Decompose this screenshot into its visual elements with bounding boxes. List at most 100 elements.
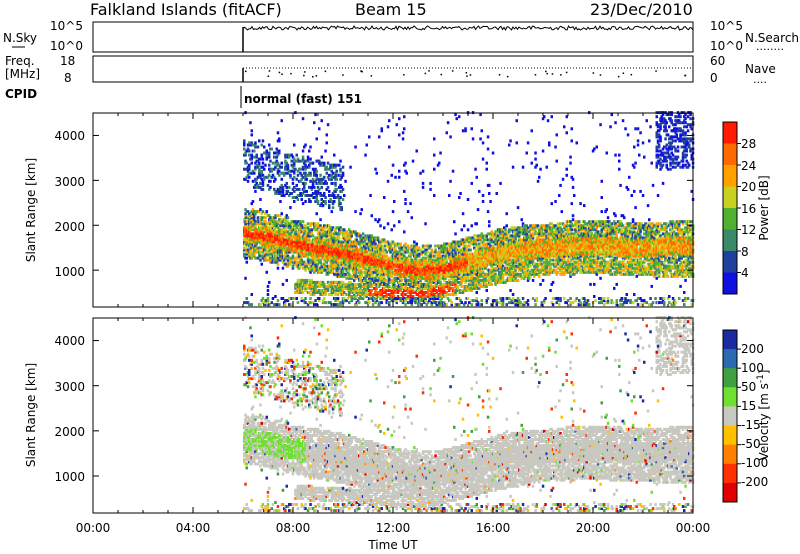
power-cell bbox=[281, 266, 285, 270]
power-cell bbox=[363, 250, 366, 254]
power-cell bbox=[353, 250, 356, 254]
power-cell bbox=[246, 301, 250, 305]
power-cell bbox=[299, 228, 302, 232]
power-cell bbox=[498, 228, 501, 232]
power-cell bbox=[245, 210, 248, 214]
power-cell bbox=[378, 276, 381, 280]
power-cell bbox=[276, 250, 280, 254]
power-cell bbox=[480, 303, 483, 307]
power-cell bbox=[323, 230, 326, 234]
power-cell bbox=[365, 246, 368, 250]
power-cell bbox=[435, 295, 438, 298]
power-cell bbox=[308, 240, 311, 244]
power-cell bbox=[299, 244, 302, 248]
power-cell bbox=[488, 258, 491, 262]
power-cell bbox=[474, 264, 477, 268]
nave-point bbox=[655, 70, 657, 72]
power-cell bbox=[323, 250, 326, 254]
power-cell bbox=[291, 248, 295, 252]
noise-search-label: N.Search bbox=[745, 31, 799, 45]
power-cell bbox=[274, 220, 277, 224]
power-cell bbox=[328, 189, 331, 193]
power-cell bbox=[275, 163, 278, 167]
power-cell bbox=[284, 234, 287, 238]
power-cell bbox=[261, 246, 265, 250]
power-cell bbox=[370, 272, 373, 276]
power-cell bbox=[283, 224, 286, 228]
power-cell bbox=[318, 299, 321, 303]
power-cell bbox=[435, 268, 438, 272]
power-cell bbox=[378, 303, 381, 307]
power-cell bbox=[385, 293, 388, 296]
power-cell bbox=[413, 299, 416, 303]
power-cell bbox=[308, 268, 311, 272]
power-cell bbox=[286, 246, 290, 250]
nave-point bbox=[546, 72, 548, 75]
power-cell bbox=[454, 242, 457, 246]
power-cell bbox=[375, 286, 378, 290]
power-cell bbox=[394, 268, 397, 272]
power-cell bbox=[408, 278, 411, 282]
power-cell bbox=[274, 295, 277, 298]
power-cell bbox=[445, 246, 448, 250]
power-cell bbox=[375, 258, 378, 262]
power-cell bbox=[508, 228, 511, 232]
power-cell bbox=[408, 254, 411, 258]
power-cell bbox=[276, 169, 280, 173]
power-cell bbox=[250, 141, 253, 145]
power-cell bbox=[313, 289, 316, 292]
power-cell bbox=[420, 289, 423, 292]
power-cell bbox=[478, 280, 481, 284]
power-cell bbox=[358, 264, 361, 268]
power-cell bbox=[420, 297, 423, 300]
power-cell bbox=[285, 181, 288, 185]
power-cell bbox=[395, 260, 398, 264]
power-cell bbox=[335, 286, 338, 290]
power-cell bbox=[498, 230, 501, 234]
power-cell bbox=[316, 258, 320, 262]
power-cell bbox=[279, 242, 282, 246]
power-cell bbox=[338, 252, 341, 256]
power-cell bbox=[350, 258, 353, 262]
power-cell bbox=[254, 161, 257, 165]
power-cell bbox=[299, 286, 302, 290]
power-cell bbox=[505, 272, 508, 276]
power-cell bbox=[484, 280, 487, 284]
power-cell bbox=[268, 155, 271, 159]
power-cell bbox=[488, 192, 491, 195]
power-cell bbox=[498, 276, 501, 280]
power-cell bbox=[385, 262, 388, 266]
power-cell bbox=[470, 256, 473, 260]
power-cell bbox=[325, 252, 328, 256]
power-cell bbox=[355, 256, 358, 260]
power-cell bbox=[505, 244, 508, 248]
power-cell bbox=[308, 230, 311, 234]
power-cell bbox=[330, 228, 333, 232]
power-cell bbox=[253, 185, 256, 189]
power-cell bbox=[420, 264, 423, 268]
power-cell bbox=[271, 218, 275, 222]
power-cell bbox=[341, 289, 345, 292]
power-cell bbox=[485, 289, 488, 292]
power-cell bbox=[359, 212, 362, 216]
power-cell bbox=[454, 113, 457, 117]
power-cell bbox=[481, 236, 485, 240]
power-cell bbox=[435, 262, 438, 266]
power-cell bbox=[385, 266, 388, 270]
power-cell bbox=[458, 268, 461, 272]
power-cell bbox=[498, 252, 501, 256]
power-cell bbox=[470, 278, 473, 282]
power-cell bbox=[345, 260, 348, 264]
power-cell bbox=[350, 282, 353, 286]
power-cell bbox=[484, 256, 487, 260]
power-cell bbox=[359, 244, 362, 248]
power-cell bbox=[308, 250, 311, 254]
power-cell bbox=[258, 163, 261, 167]
power-cell bbox=[326, 175, 330, 179]
power-cell bbox=[318, 179, 321, 183]
power-cell bbox=[478, 252, 481, 256]
power-cell bbox=[348, 250, 351, 254]
power-cell bbox=[266, 289, 270, 292]
power-cell bbox=[500, 276, 503, 280]
power-cell bbox=[430, 303, 433, 307]
